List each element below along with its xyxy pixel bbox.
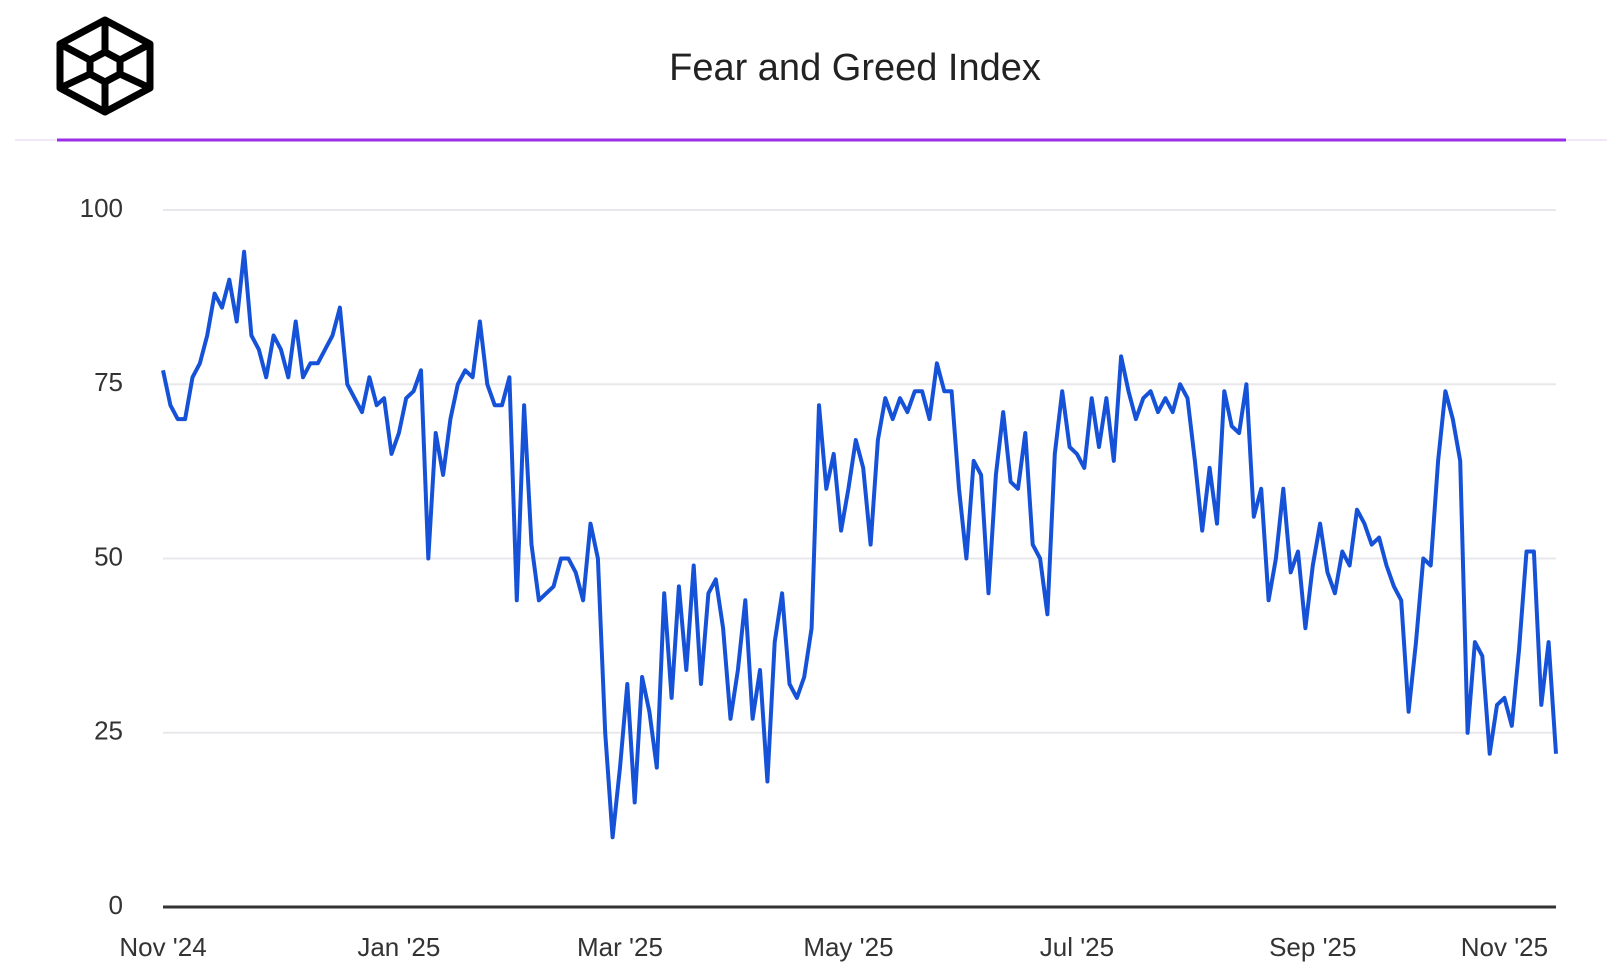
chart-title: Fear and Greed Index (669, 47, 1041, 89)
x-tick-label: Sep '25 (1269, 932, 1356, 962)
y-tick-label: 75 (94, 367, 123, 397)
x-tick-label: Nov '24 (119, 932, 206, 962)
x-tick-label: May '25 (803, 932, 893, 962)
x-tick-label: Mar '25 (577, 932, 663, 962)
y-tick-label: 50 (94, 541, 123, 571)
logo (56, 16, 154, 116)
y-tick-label: 25 (94, 716, 123, 746)
x-tick-label: Nov '25 (1461, 932, 1548, 962)
x-tick-label: Jan '25 (357, 932, 440, 962)
y-tick-label: 0 (109, 890, 123, 920)
data-line (161, 249, 1558, 840)
x-tick-label: Jul '25 (1040, 932, 1114, 962)
y-tick-label: 100 (80, 193, 123, 223)
